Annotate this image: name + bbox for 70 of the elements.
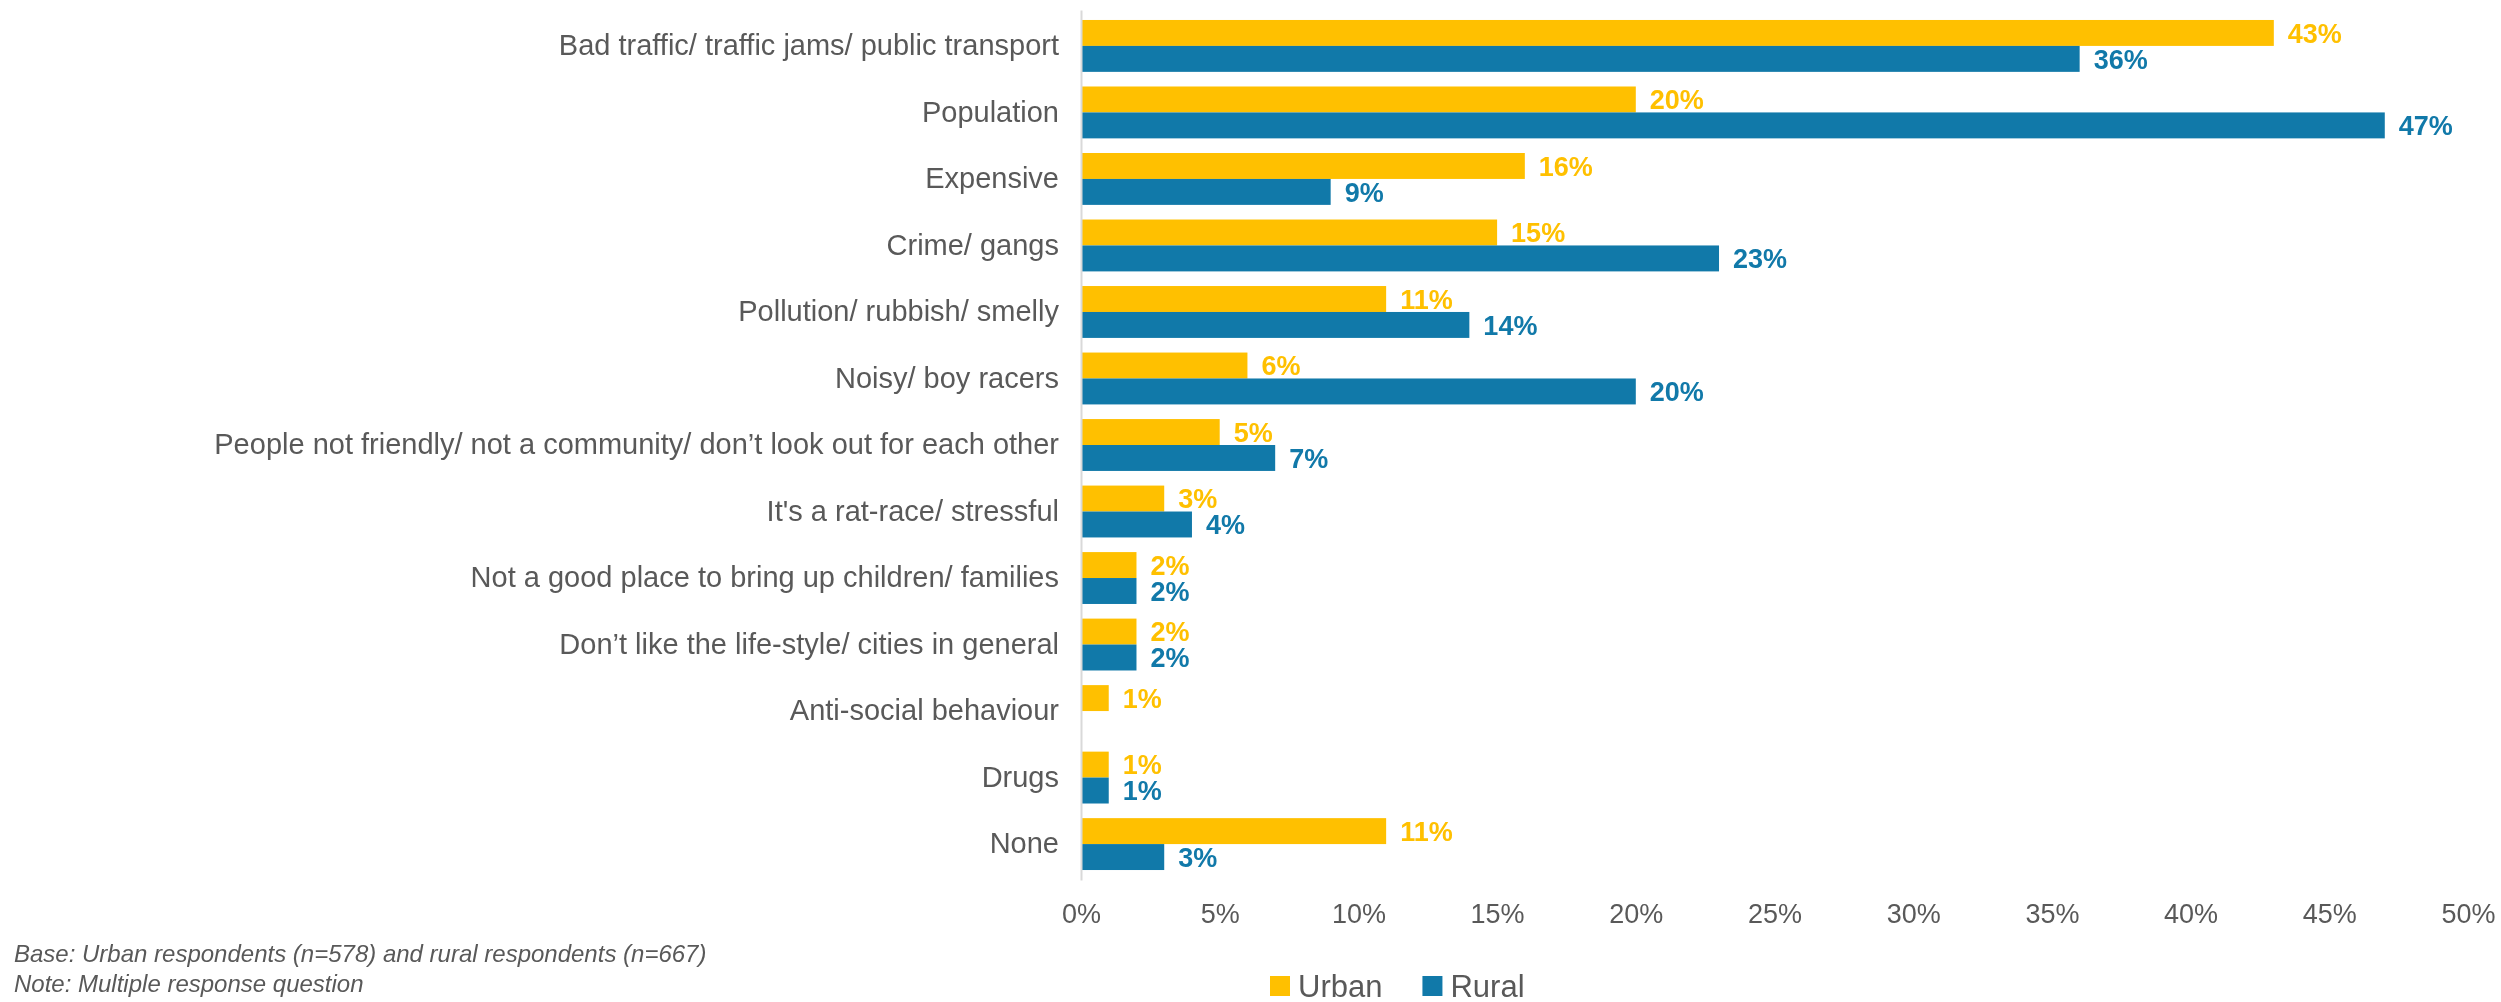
bar: [1081, 777, 1109, 804]
x-tick-label: 30%: [1886, 899, 1941, 930]
y-tick-label: None: [989, 827, 1059, 860]
bar: [1081, 86, 1636, 113]
y-tick-label: Population: [921, 95, 1059, 128]
text: Base: Urban respondents (n=578) and rural respondents (n=667): [14, 940, 707, 967]
bar: [1081, 511, 1192, 538]
data-label: 23%: [1733, 244, 1788, 275]
bar: [1081, 19, 2274, 46]
legend-label: Rural: [1450, 969, 1525, 1002]
bar: [1081, 286, 1387, 312]
legend-label: Urban: [1298, 969, 1383, 1002]
x-tick-label: 15%: [1470, 899, 1525, 930]
bar: [1081, 552, 1137, 579]
bar: [1081, 178, 1331, 205]
data-label: 20%: [1649, 85, 1704, 116]
bar: [1081, 352, 1248, 379]
x-tick-label: 10%: [1331, 899, 1386, 930]
data-label: 7%: [1289, 443, 1329, 474]
bar: [1081, 112, 2385, 139]
text: Note: Multiple response question: [14, 970, 364, 997]
x-tick-label: 35%: [2025, 899, 2080, 930]
bar: [1081, 644, 1137, 671]
y-tick-label: Not a good place to bring up children/ families: [470, 561, 1059, 594]
x-tick-label: 5%: [1200, 899, 1240, 930]
x-tick-label: 40%: [2164, 899, 2219, 930]
data-label: 20%: [1649, 377, 1704, 408]
x-tick-label: 20%: [1609, 899, 1664, 930]
bar: [1081, 45, 2080, 72]
data-label: 16%: [1538, 151, 1593, 182]
y-tick-label: Crime/ gangs: [886, 228, 1059, 261]
bar: [1081, 618, 1137, 645]
x-tick-label: 0%: [1061, 899, 1102, 930]
data-label: 5%: [1233, 417, 1273, 448]
bar: [1081, 485, 1165, 512]
y-tick-label: Noisy/ boy racers: [834, 361, 1059, 394]
bar: [1081, 685, 1109, 712]
bar: [1081, 311, 1470, 338]
y-tick-label: Don’t like the life-style/ cities in general: [559, 627, 1059, 660]
data-label: 36%: [2093, 44, 2148, 75]
x-tick-label: 45%: [2302, 899, 2357, 930]
bar: [1081, 578, 1137, 604]
y-tick-label: People not friendly/ not a community/ don’t look out for each other: [214, 428, 1060, 461]
bar: [1081, 751, 1109, 778]
data-label: 3%: [1178, 842, 1218, 873]
y-tick-label: It's a rat-race/ stressful: [766, 494, 1059, 527]
bar: [1081, 219, 1498, 246]
y-tick-label: Bad traffic/ traffic jams/ public transport: [558, 29, 1059, 62]
data-label: 11%: [1400, 816, 1453, 847]
y-tick-label: Anti-social behaviour: [789, 694, 1060, 727]
bar: [1081, 378, 1636, 405]
bar: [1081, 245, 1720, 272]
bar: [1081, 419, 1220, 445]
data-label: 47%: [2398, 111, 2453, 142]
y-tick-label: Expensive: [925, 162, 1059, 195]
bar: [1081, 818, 1387, 845]
y-tick-label: Pollution/ rubbish/ smelly: [738, 295, 1060, 328]
data-label: 1%: [1122, 683, 1162, 714]
x-tick-label: 25%: [1747, 899, 1803, 930]
data-label: 14%: [1483, 310, 1538, 341]
bar: [1081, 445, 1276, 471]
bar: [1081, 844, 1165, 871]
y-tick-label: Drugs: [981, 760, 1059, 793]
data-label: 15%: [1511, 218, 1566, 249]
data-label: 9%: [1344, 177, 1384, 208]
data-label: 11%: [1400, 284, 1453, 315]
data-label: 6%: [1261, 351, 1301, 382]
data-label: 43%: [2287, 18, 2342, 49]
x-tick-label: 50%: [2441, 899, 2496, 930]
bar: [1081, 153, 1525, 179]
